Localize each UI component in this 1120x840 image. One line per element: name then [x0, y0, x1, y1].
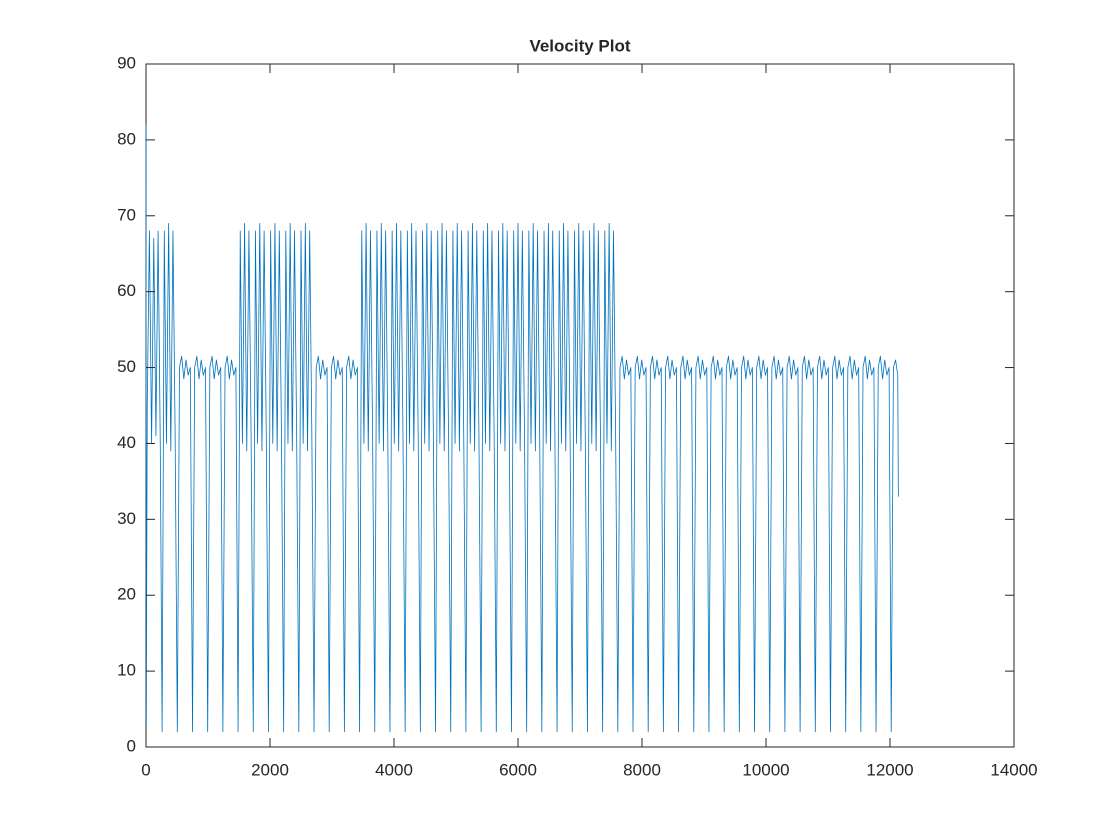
y-tick-label: 30	[117, 509, 136, 528]
x-tick-label: 10000	[742, 760, 789, 779]
y-tick-label: 0	[127, 736, 136, 755]
x-tick-label: 2000	[251, 760, 289, 779]
x-tick-label: 12000	[866, 760, 913, 779]
y-tick-label: 70	[117, 205, 136, 224]
y-tick-label: 10	[117, 661, 136, 680]
x-tick-label: 6000	[499, 760, 537, 779]
y-tick-label: 40	[117, 433, 136, 452]
y-tick-label: 60	[117, 281, 136, 300]
x-tick-label: 8000	[623, 760, 661, 779]
data-line	[145, 124, 899, 733]
x-tick-label: 4000	[375, 760, 413, 779]
axes-box	[145, 63, 1015, 748]
y-tick-label: 50	[117, 357, 136, 376]
x-tick-label: 0	[141, 760, 150, 779]
y-tick-label: 80	[117, 129, 136, 148]
y-tick-label: 90	[117, 53, 136, 72]
y-tick-label: 20	[117, 585, 136, 604]
chart-title: Velocity Plot	[529, 36, 630, 55]
x-tick-label: 14000	[990, 760, 1037, 779]
